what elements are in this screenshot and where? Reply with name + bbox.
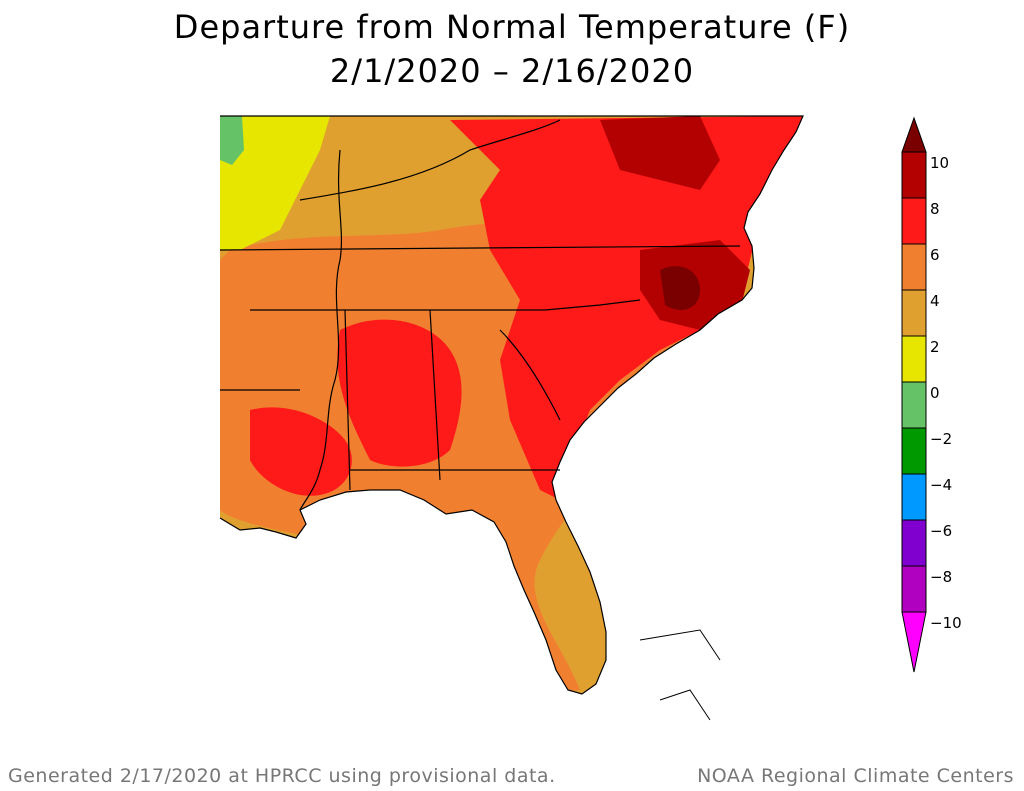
legend-arrow-top: [901, 116, 927, 153]
legend-swatch-0-to-2: [901, 335, 927, 383]
map-date-range: 2/1/2020 – 2/16/2020: [329, 52, 695, 90]
legend-label-neg4: −4: [930, 476, 953, 494]
bin-negative-2-to-0: [220, 116, 244, 165]
bin-6-to-8-alabama: [337, 319, 462, 467]
legend-swatch-neg8-to-neg6: [901, 519, 927, 567]
legend-label-6: 6: [930, 246, 940, 264]
temperature-fill: [220, 116, 803, 694]
legend-label-4: 4: [930, 292, 940, 310]
legend-swatch-4-to-6: [901, 243, 927, 291]
bin-8-to-10-virginia: [600, 116, 720, 190]
color-legend: [901, 116, 927, 673]
bin-6-to-8: [450, 116, 803, 500]
bahamas-outline: [639, 629, 721, 721]
legend-label-neg10: −10: [930, 614, 962, 632]
bin-6-to-8-louisiana: [250, 407, 352, 496]
state-boundaries: [219, 115, 804, 695]
legend-label-neg6: −6: [930, 522, 953, 540]
legend-arrow-bottom: [901, 611, 927, 673]
bin-0-to-2: [220, 116, 330, 250]
legend-label-2: 2: [930, 338, 940, 356]
legend-label-neg2: −2: [930, 430, 953, 448]
legend-swatch-8-to-10: [901, 151, 927, 199]
legend-label-neg8: −8: [930, 568, 953, 586]
map-title: Departure from Normal Temperature (F): [173, 8, 851, 46]
generated-note: Generated 2/17/2020 at HPRCC using provi…: [8, 765, 556, 787]
legend-swatch-6-to-8: [901, 197, 927, 245]
legend-label-8: 8: [930, 200, 940, 218]
legend-swatch-neg10-to-neg8: [901, 565, 927, 613]
legend-swatch-2-to-4: [901, 289, 927, 337]
legend-swatch-neg6-to-neg4: [901, 473, 927, 521]
legend-swatch-neg2-to-0: [901, 381, 927, 429]
source-credit: NOAA Regional Climate Centers: [697, 765, 1014, 787]
legend-label-10: 10: [930, 154, 950, 172]
bin-above-10: [660, 266, 700, 310]
legend-swatch-neg4-to-neg2: [901, 427, 927, 475]
legend-label-0: 0: [930, 384, 940, 402]
